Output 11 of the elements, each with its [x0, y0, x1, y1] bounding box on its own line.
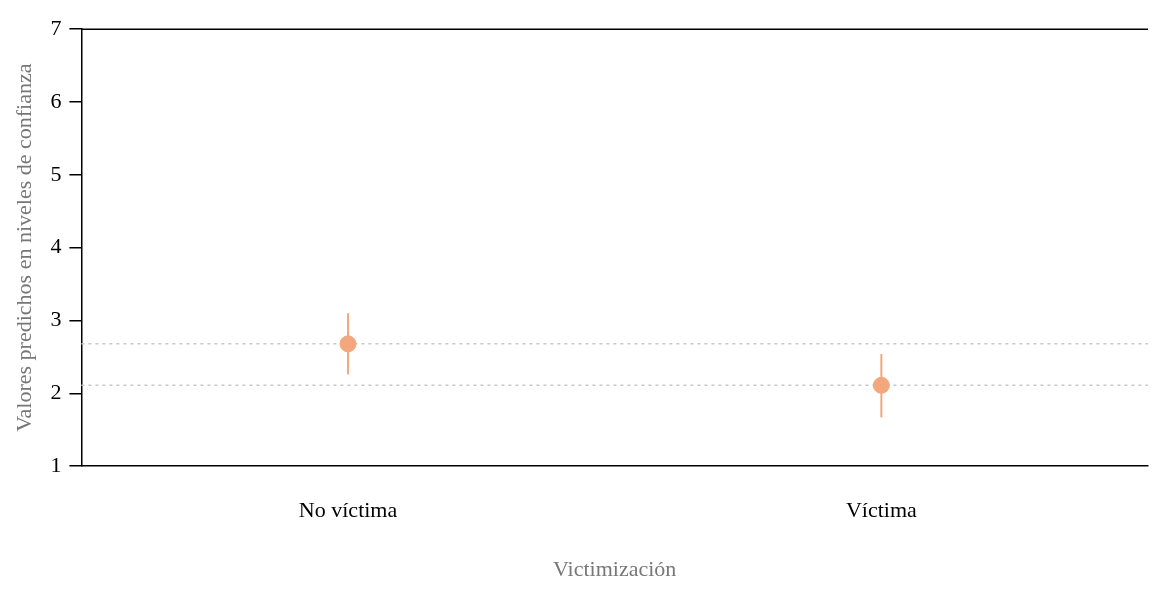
y-tick-label: 2 — [50, 379, 62, 405]
x-axis-title: Victimización — [553, 555, 677, 581]
y-tick-label: 4 — [50, 233, 62, 259]
y-tick-label: 5 — [50, 160, 62, 186]
y-tick-label: 1 — [50, 451, 62, 477]
x-tick-label: Víctima — [845, 497, 918, 523]
x-tick-label: No víctima — [298, 497, 398, 523]
y-tick-label: 6 — [50, 87, 62, 113]
y-axis-title: Valores predichos en niveles de confianza — [10, 63, 36, 432]
y-tick-label: 7 — [50, 14, 62, 40]
y-tick-label: 3 — [50, 306, 62, 332]
